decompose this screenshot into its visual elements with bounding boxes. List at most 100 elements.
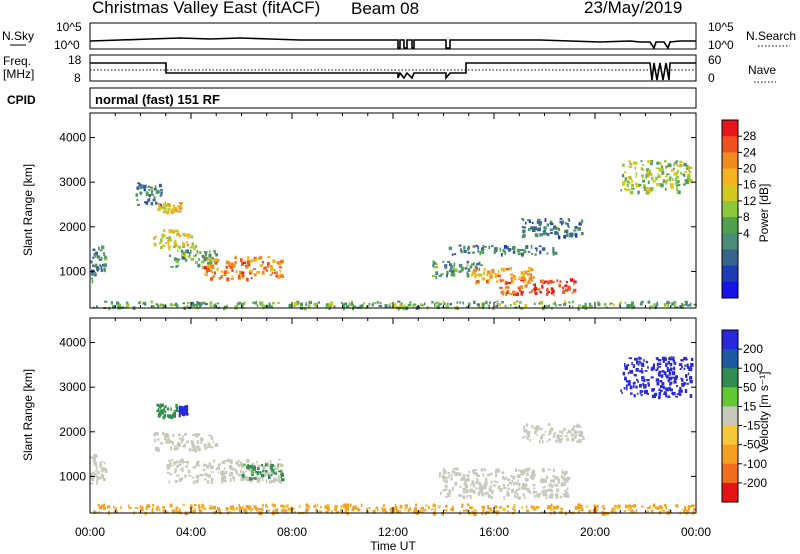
velocity-cell-3	[207, 445, 211, 448]
velocity-cell-2	[185, 405, 189, 408]
velocity-cell-4	[274, 467, 278, 470]
power-cell-0	[99, 264, 101, 267]
velocity-cell-6	[507, 478, 511, 481]
velocity-cell-9	[550, 503, 553, 507]
power-cell-9	[499, 247, 502, 252]
velocity-cell-6	[533, 487, 536, 490]
velocity-cell-4	[202, 463, 206, 467]
velocity-cell-9	[404, 508, 407, 511]
power-cell-7	[472, 269, 476, 273]
velocity-cell-0	[98, 477, 101, 480]
power-cell-1	[147, 185, 150, 188]
velocity-cell-6	[484, 492, 488, 495]
power-cell-11	[670, 183, 674, 188]
velocity-cell-8	[641, 370, 644, 374]
velocity-cell-5	[267, 475, 271, 479]
velocity-cell-4	[168, 480, 171, 484]
power-cell-12	[361, 304, 364, 308]
power-cell-11	[673, 172, 678, 176]
sky-right-tick-low: 10^0	[708, 38, 734, 52]
power-cell-10	[543, 226, 547, 229]
velocity-cell-6	[501, 471, 505, 474]
velocity-cell-4	[184, 474, 187, 478]
power-cell-3	[179, 235, 182, 238]
velocity-cell-9	[377, 508, 379, 511]
power-cell-4	[188, 252, 191, 256]
velocity-cell-9	[659, 511, 662, 514]
power-cell-11	[680, 171, 683, 175]
power-cell-11	[624, 171, 627, 174]
power-cell-3	[168, 229, 172, 233]
power-cell-5	[207, 263, 209, 268]
velocity-cell-8	[639, 390, 642, 394]
velocity-cell-9	[248, 505, 252, 509]
cpid-label: CPID	[7, 93, 36, 107]
power-cell-5	[261, 261, 265, 264]
power-cell-12	[260, 304, 264, 307]
power-cell-11	[663, 179, 665, 183]
power-cell-9	[480, 249, 484, 253]
power-cell-4	[214, 253, 218, 255]
velocity-cell-8	[647, 383, 650, 387]
velocity-cell-9	[553, 506, 557, 510]
velocity-cell-9	[159, 508, 161, 512]
power-cell-9	[488, 245, 491, 250]
velocity-cell-8	[639, 357, 642, 360]
power-cell-8	[564, 288, 569, 292]
velocity-cell-7	[537, 425, 540, 428]
velocity-cell-3	[174, 445, 177, 448]
power-cell-7	[487, 270, 490, 275]
velocity-cell-6	[555, 495, 559, 499]
power-cell-4	[206, 257, 209, 260]
power-cell-6	[442, 260, 445, 263]
power-cell-5	[279, 260, 282, 263]
velocity-cell-3	[211, 446, 214, 449]
velocity-cell-4	[217, 467, 220, 470]
power-cell-11	[628, 160, 631, 162]
velocity-cell-8	[642, 365, 645, 367]
velocity-cell-6	[552, 479, 555, 483]
velocity-cell-6	[514, 490, 517, 494]
power-cell-3	[161, 235, 165, 238]
power-cell-0	[104, 256, 107, 259]
power-cell-12	[237, 302, 242, 305]
power-cell-2	[173, 204, 175, 208]
velocity-cell-4	[217, 471, 219, 474]
y-tick-label: 2000	[59, 425, 86, 439]
velocity-cell-9	[486, 510, 490, 514]
power-cell-11	[641, 174, 644, 177]
power-cell-12	[597, 303, 601, 306]
power-cell-12	[548, 304, 551, 308]
power-cell-8	[544, 280, 548, 283]
power-cell-5	[277, 275, 281, 279]
power-cell-6	[466, 264, 469, 267]
power-cell-2	[165, 204, 168, 207]
velocity-cell-8	[668, 371, 671, 376]
velocity-cell-9	[324, 505, 328, 509]
velocity-cell-1	[174, 411, 176, 415]
velocity-cell-9	[155, 508, 159, 511]
velocity-cell-8	[680, 359, 684, 362]
velocity-cell-6	[520, 471, 524, 476]
velocity-cell-8	[686, 366, 691, 369]
velocity-cell-6	[544, 489, 548, 492]
power-cell-12	[363, 302, 366, 305]
velocity-cell-6	[473, 471, 475, 475]
power-cell-7	[489, 273, 493, 277]
velocity-cell-7	[540, 436, 543, 440]
power-cell-5	[248, 272, 252, 275]
power-cell-12	[619, 301, 622, 305]
power-cell-2	[163, 203, 165, 207]
velocity-cell-9	[415, 503, 418, 507]
power-cell-10	[542, 230, 546, 233]
power-cell-8	[546, 288, 549, 292]
velocity-cell-6	[439, 491, 442, 495]
velocity-cell-7	[579, 434, 583, 437]
velocity-cell-0	[96, 466, 98, 469]
power-cell-5	[270, 268, 274, 272]
velocity-cell-4	[204, 478, 207, 481]
power-cell-9	[467, 245, 470, 250]
velocity-cell-4	[195, 462, 199, 466]
velocity-cell-9	[684, 506, 687, 510]
power-cell-7	[522, 274, 525, 278]
